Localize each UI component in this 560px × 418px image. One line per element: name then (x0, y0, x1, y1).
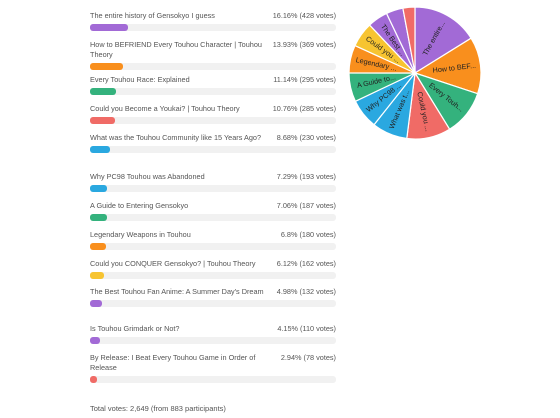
poll-option-header: How to BEFRIEND Every Touhou Character |… (90, 40, 336, 60)
poll-option-result: 7.29% (193 votes) (276, 172, 336, 181)
poll-option: The Best Touhou Fan Anime: A Summer Day'… (90, 287, 336, 307)
poll-option: Every Touhou Race: Explained 11.14% (295 … (90, 75, 336, 95)
pie-slice (414, 6, 472, 75)
poll-option-result: 4.15% (110 votes) (277, 324, 336, 333)
poll-option-bar (90, 272, 336, 279)
poll-option: Legendary Weapons in Touhou 6.8% (180 vot… (90, 230, 336, 250)
poll-option-header: Could you CONQUER Gensokyo? | Touhou The… (90, 259, 336, 269)
poll-option-header: Legendary Weapons in Touhou 6.8% (180 vot… (90, 230, 336, 240)
poll-option-bar (90, 63, 336, 70)
poll-option-result: 7.06% (187 votes) (276, 201, 336, 210)
poll-option-bar-fill (90, 117, 116, 124)
poll-option-bar (90, 117, 336, 124)
poll-option-bar (90, 185, 336, 192)
poll-option-bar (90, 88, 336, 95)
poll-option-result: 10.76% (285 votes) (272, 104, 336, 113)
poll-option: What was the Touhou Community like 15 Ye… (90, 133, 336, 153)
poll-option: By Release: I Beat Every Touhou Game in … (90, 353, 336, 383)
poll-option-bar-fill (90, 185, 108, 192)
poll-option-bar (90, 243, 336, 250)
poll-option-bar-fill (90, 272, 105, 279)
poll-option-bar (90, 24, 336, 31)
total-votes: Total votes: 2,649 (from 883 participant… (90, 404, 226, 413)
poll-option-label: How to BEFRIEND Every Touhou Character |… (90, 40, 262, 59)
poll-option-header: Could you Become a Youkai? | Touhou Theo… (90, 104, 336, 114)
poll-option-header: What was the Touhou Community like 15 Ye… (90, 133, 336, 143)
poll-option-bar-fill (90, 146, 111, 153)
poll-option-header: Why PC98 Touhou was Abandoned 7.29% (193 … (90, 172, 336, 182)
poll-option-label: Could you Become a Youkai? | Touhou Theo… (90, 104, 240, 113)
poll-option: How to BEFRIEND Every Touhou Character |… (90, 40, 336, 70)
poll-option-bar-fill (90, 376, 97, 383)
poll-option-label: By Release: I Beat Every Touhou Game in … (90, 353, 256, 372)
poll-option-header: By Release: I Beat Every Touhou Game in … (90, 353, 336, 373)
poll-option-header: Every Touhou Race: Explained 11.14% (295 … (90, 75, 336, 85)
poll-option-bar-fill (90, 243, 106, 250)
poll-option-bar-fill (90, 88, 117, 95)
poll-option-result: 8.68% (230 votes) (276, 133, 336, 142)
poll-option-header: The entire history of Gensokyo I guess 16… (90, 11, 336, 21)
poll-option-bar (90, 214, 336, 221)
poll-option-result: 6.8% (180 votes) (280, 230, 336, 239)
poll-option-result: 11.14% (295 votes) (273, 75, 336, 84)
poll-option-header: A Guide to Entering Gensokyo 7.06% (187 v… (90, 201, 336, 211)
poll-option-label: Is Touhou Grimdark or Not? (90, 324, 180, 333)
poll-option-result: 13.93% (369 votes) (272, 40, 336, 49)
pie-slice (402, 6, 416, 74)
poll-option-result: 16.16% (428 votes) (272, 11, 336, 20)
poll-option-bar (90, 146, 336, 153)
poll-option-label: The entire history of Gensokyo I guess (90, 11, 215, 20)
results-pie-chart: The entire...How to BEF...Every Touh...C… (348, 6, 482, 140)
poll-option-result: 2.94% (78 votes) (280, 353, 336, 362)
poll-option-label: Legendary Weapons in Touhou (90, 230, 191, 239)
poll-option: Why PC98 Touhou was Abandoned 7.29% (193 … (90, 172, 336, 192)
poll-option-header: Is Touhou Grimdark or Not? 4.15% (110 vot… (90, 324, 336, 334)
poll-option: Is Touhou Grimdark or Not? 4.15% (110 vot… (90, 324, 336, 344)
poll-option: Could you Become a Youkai? | Touhou Theo… (90, 104, 336, 124)
poll-option: The entire history of Gensokyo I guess 16… (90, 11, 336, 31)
poll-option-bar (90, 300, 336, 307)
poll-option-result: 6.12% (162 votes) (276, 259, 336, 268)
poll-option-bar-fill (90, 214, 107, 221)
poll-option: A Guide to Entering Gensokyo 7.06% (187 v… (90, 201, 336, 221)
poll-option-result: 4.98% (132 votes) (276, 287, 336, 296)
poll-option-bar-fill (90, 63, 123, 70)
poll-option-bar-fill (90, 300, 102, 307)
poll-option-label: A Guide to Entering Gensokyo (90, 201, 189, 210)
poll-option-bar (90, 376, 336, 383)
poll-option-label: The Best Touhou Fan Anime: A Summer Day'… (90, 287, 264, 296)
poll-option-bar-fill (90, 24, 128, 31)
poll-option-label: Why PC98 Touhou was Abandoned (90, 172, 205, 181)
poll-option-label: Every Touhou Race: Explained (90, 75, 190, 84)
poll-option-bar-fill (90, 337, 100, 344)
poll-option-label: Could you CONQUER Gensokyo? | Touhou The… (90, 259, 256, 268)
poll-option-header: The Best Touhou Fan Anime: A Summer Day'… (90, 287, 336, 297)
poll-option: Could you CONQUER Gensokyo? | Touhou The… (90, 259, 336, 279)
poll-option-bar (90, 337, 336, 344)
pie-slice (413, 37, 482, 95)
poll-option-label: What was the Touhou Community like 15 Ye… (90, 133, 262, 142)
